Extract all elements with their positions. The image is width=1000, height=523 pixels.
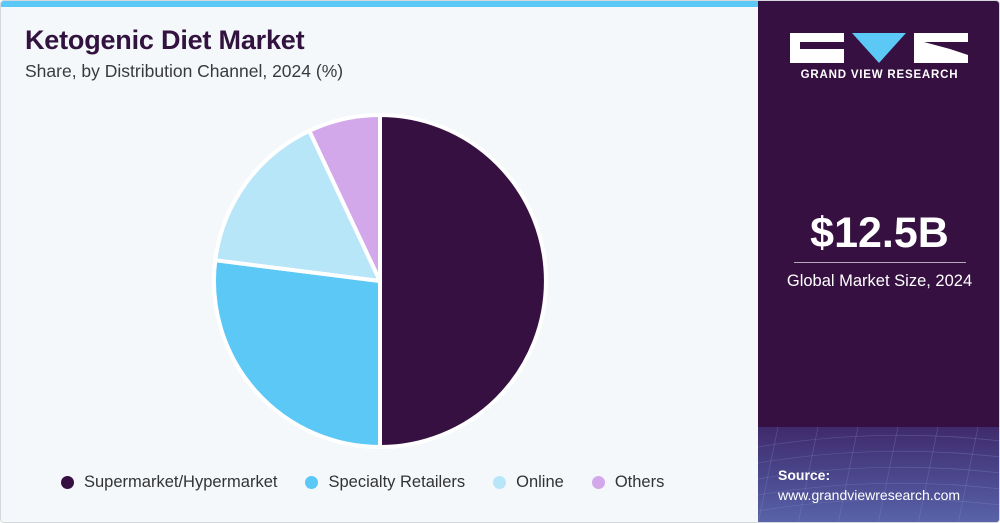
divider	[794, 262, 966, 263]
brand-logo-icon	[790, 33, 968, 63]
source-background	[758, 427, 999, 522]
legend-item-supermarket-hypermarket: Supermarket/Hypermarket	[61, 473, 277, 492]
market-size-caption-text: Global Market Size, 2024	[786, 272, 973, 290]
legend-label: Supermarket/Hypermarket	[84, 473, 278, 491]
pie-slice-others	[307, 113, 382, 283]
legend-item-online: Online	[493, 473, 564, 492]
chart-title: Ketogenic Diet Market	[25, 25, 305, 55]
source-label: Source:	[778, 467, 831, 483]
market-size-caption: Global Market Size, 2024	[758, 270, 999, 293]
sidebar-panel: GRAND VIEW RESEARCH $12.5B Global Market…	[758, 1, 999, 522]
legend-item-others: Others	[591, 473, 665, 492]
grid-pattern-icon	[758, 427, 999, 522]
legend-label: Others	[614, 473, 665, 491]
legend-swatch	[493, 476, 507, 489]
market-size-value: $12.5B	[810, 209, 949, 257]
legend-swatch	[591, 476, 605, 489]
legend-label: Specialty Retailers	[328, 473, 466, 491]
pie-chart	[212, 113, 548, 449]
source-link[interactable]: www.grandviewresearch.com	[778, 487, 961, 503]
chart-legend: Supermarket/Hypermarket Specialty Retaile…	[61, 473, 692, 492]
pie-slice-online	[213, 128, 382, 283]
top-accent-bar	[1, 1, 758, 7]
legend-swatch	[305, 476, 319, 489]
legend-swatch	[61, 476, 74, 489]
legend-item-specialty-retailers: Specialty Retailers	[305, 473, 465, 492]
pie-slice-specialty-retailers	[212, 258, 382, 449]
pie-slice-supermarket-hypermarket	[378, 113, 548, 449]
legend-label: Online	[516, 473, 564, 491]
brand-name: GRAND VIEW RESEARCH	[800, 69, 959, 81]
chart-subtitle: Share, by Distribution Channel, 2024 (%)	[25, 61, 344, 81]
